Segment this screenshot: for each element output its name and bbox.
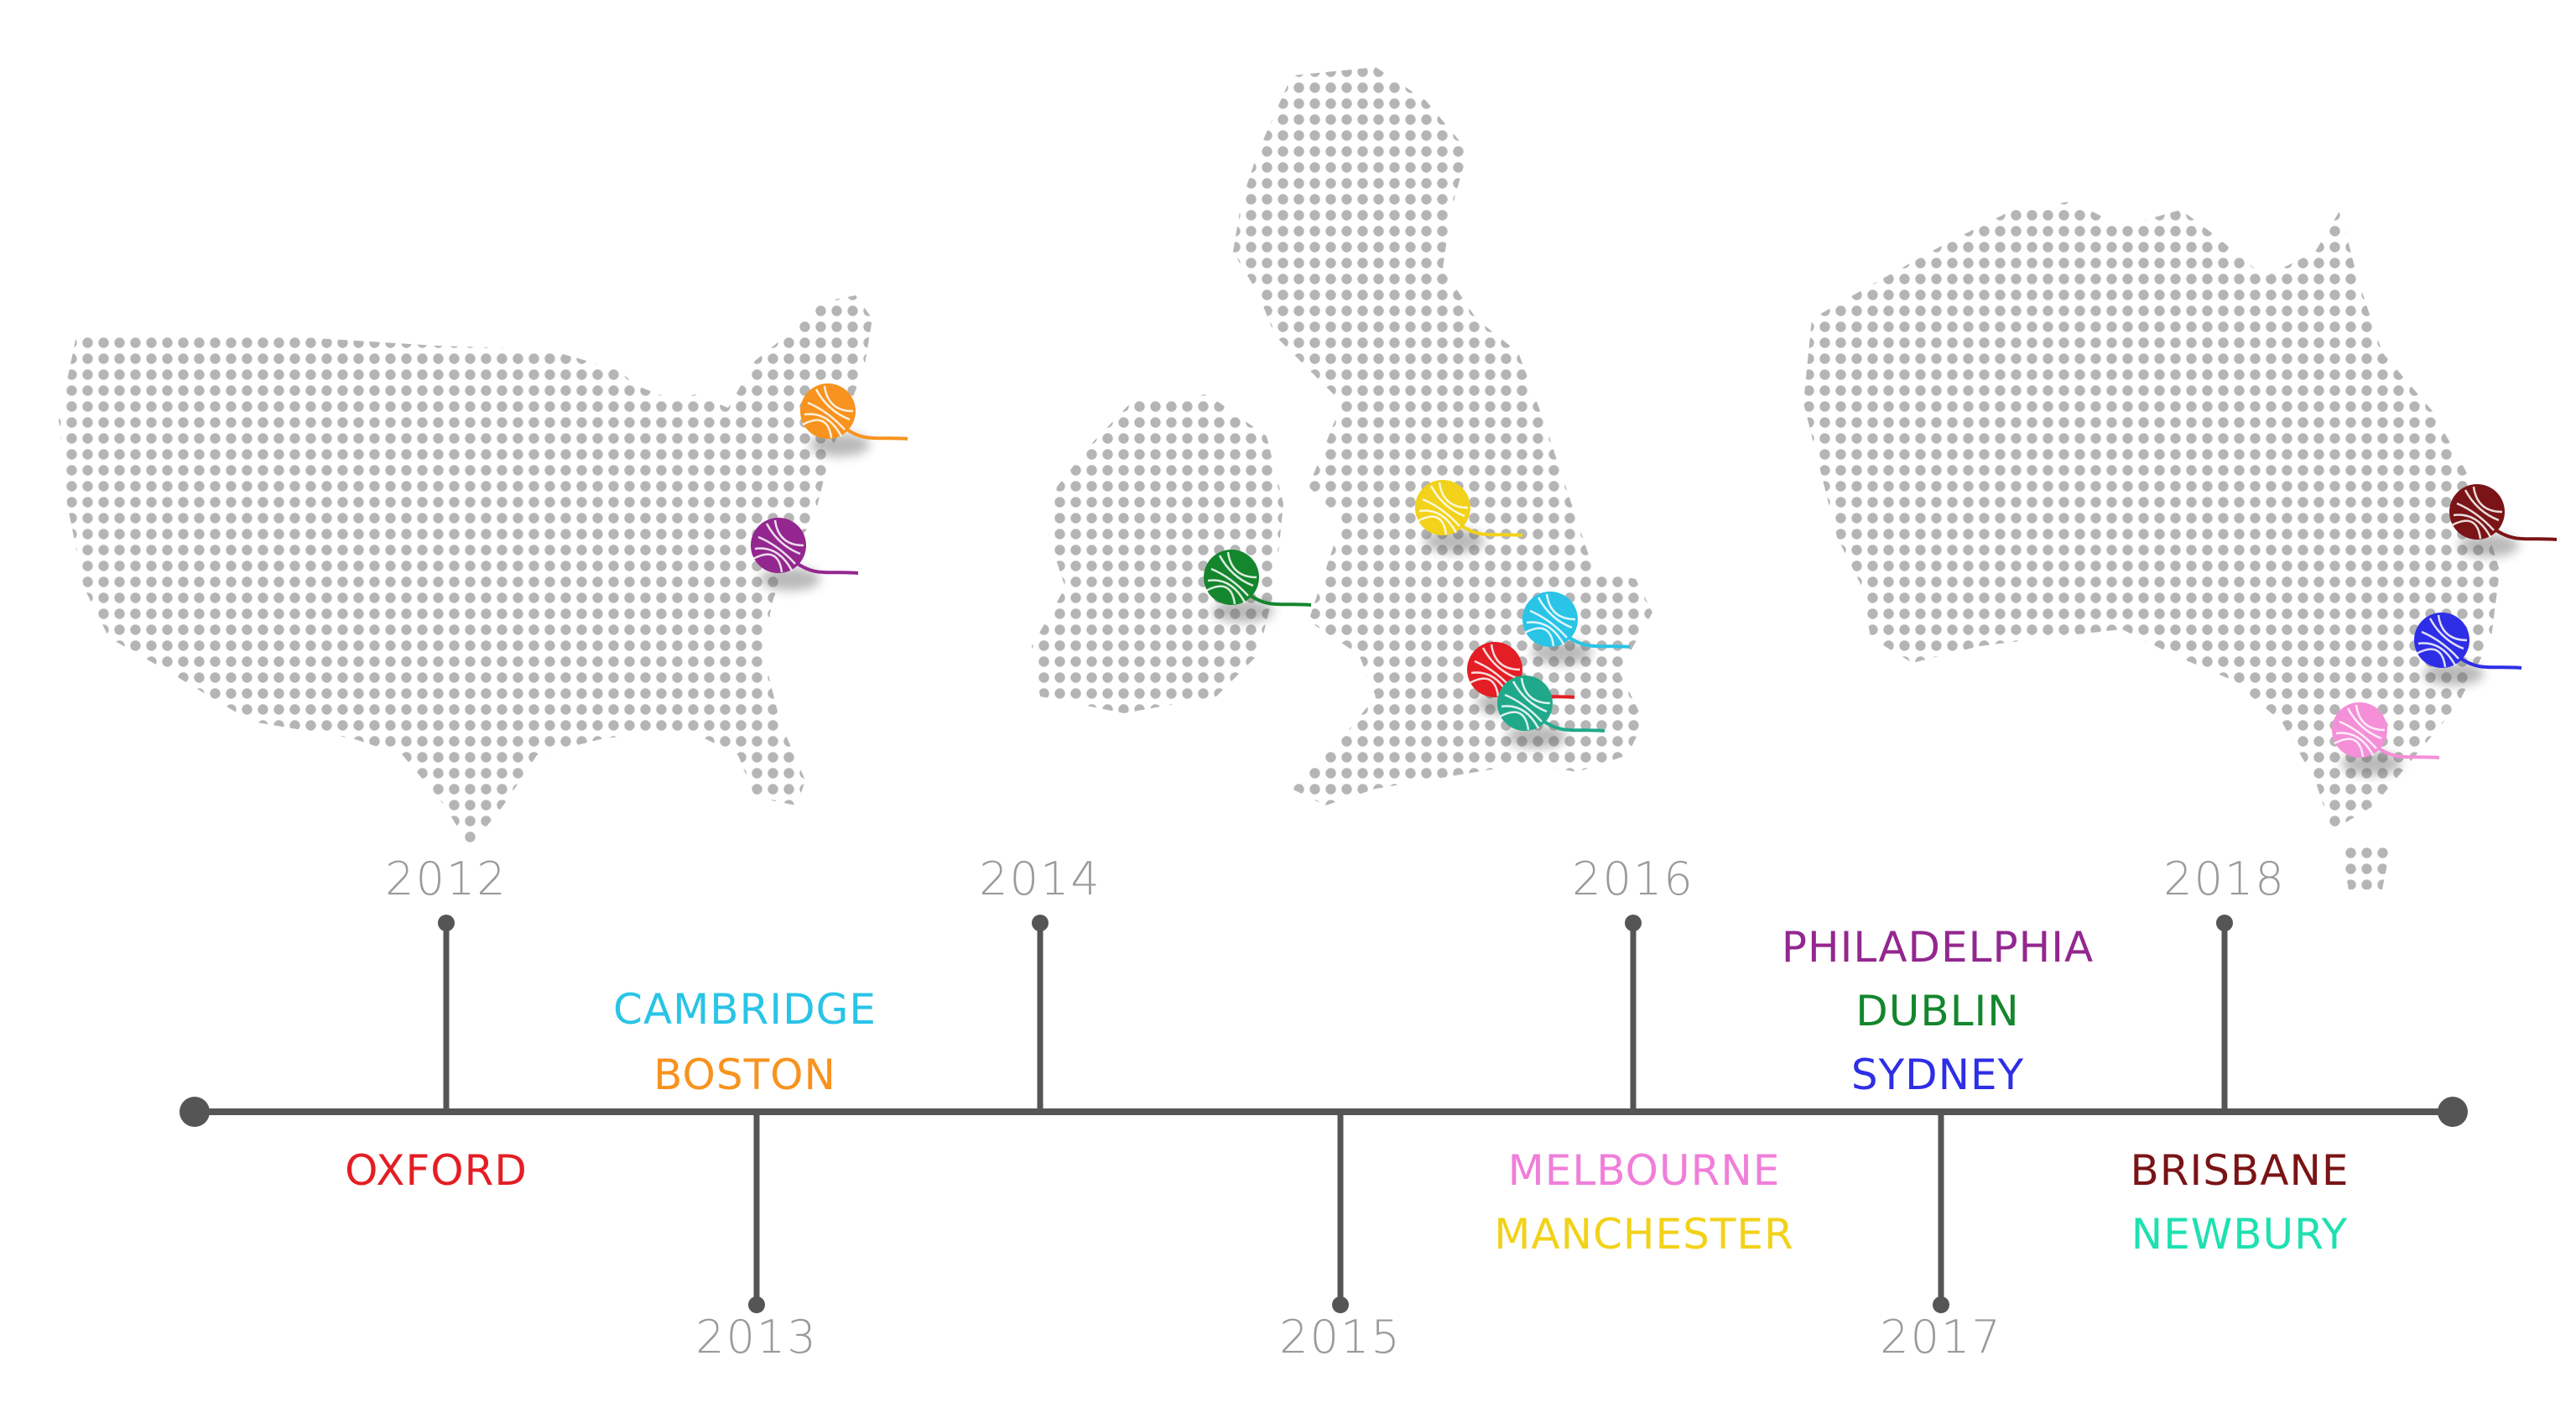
yarn-pin-philadelphia — [751, 518, 859, 591]
year-label-2014: 2014 — [979, 853, 1101, 905]
year-label-2016: 2016 — [1572, 853, 1694, 905]
year-label-2017: 2017 — [1880, 1311, 2002, 1364]
city-label-sydney: SYDNEY — [1850, 1051, 2025, 1099]
yarn-pin-brisbane — [2449, 484, 2558, 557]
yarn-pin-manchester — [1415, 480, 1523, 553]
australia-map — [1803, 201, 2500, 831]
city-label-dublin: DUBLIN — [1855, 987, 2020, 1035]
yarn-pin-cambridge — [1522, 592, 1631, 665]
timeline-end-dot — [2438, 1097, 2468, 1127]
yarn-pin-boston — [800, 383, 908, 456]
city-label-manchester: MANCHESTER — [1494, 1210, 1794, 1259]
city-label-philadelphia: PHILADELPHIA — [1781, 923, 2095, 972]
city-label-boston: BOSTON — [653, 1051, 836, 1099]
tick-dot-2013 — [748, 1296, 765, 1313]
yarn-pins — [751, 383, 2558, 775]
ireland-map — [1032, 394, 1283, 713]
timeline-start-dot — [180, 1097, 210, 1127]
tick-dot-2016 — [1625, 915, 1642, 931]
city-label-newbury: NEWBURY — [2131, 1210, 2349, 1259]
tick-dot-2012 — [438, 915, 455, 931]
tick-dot-2014 — [1032, 915, 1049, 931]
yarn-pin-melbourne — [2332, 702, 2440, 775]
year-label-2013: 2013 — [695, 1311, 818, 1364]
yarn-pin-newbury — [1497, 675, 1605, 748]
tasmania-map — [2340, 847, 2391, 889]
year-label-2018: 2018 — [2163, 853, 2286, 905]
city-label-brisbane: BRISBANE — [2130, 1146, 2350, 1195]
timeline-ticks — [438, 915, 2233, 1313]
year-label-2012: 2012 — [385, 853, 507, 905]
tick-dot-2017 — [1933, 1296, 1949, 1313]
yarn-pin-sydney — [2414, 613, 2522, 686]
tick-dot-2015 — [1332, 1296, 1349, 1313]
city-label-oxford: OXFORD — [345, 1146, 528, 1195]
year-label-2015: 2015 — [1279, 1311, 1402, 1364]
tick-dot-2018 — [2216, 915, 2233, 931]
city-label-melbourne: MELBOURNE — [1507, 1146, 1781, 1195]
city-label-cambridge: CAMBRIDGE — [613, 985, 877, 1034]
yarn-pin-dublin — [1204, 550, 1312, 623]
usa-map — [59, 295, 872, 847]
